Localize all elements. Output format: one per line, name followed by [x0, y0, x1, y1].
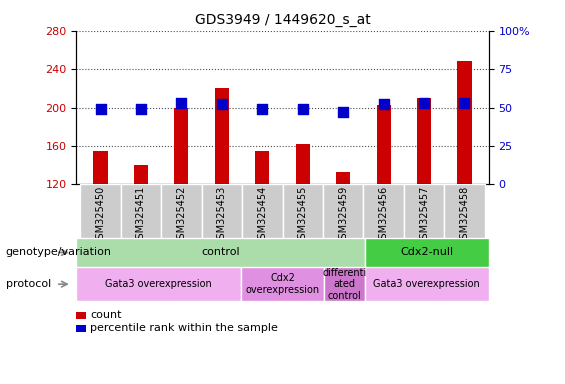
Bar	[365, 267, 489, 301]
Bar	[93, 151, 107, 184]
Text: percentile rank within the sample: percentile rank within the sample	[90, 323, 279, 333]
Bar	[242, 184, 282, 238]
Bar	[161, 184, 202, 238]
Bar	[134, 165, 148, 184]
Point	[96, 106, 105, 112]
Point	[137, 106, 146, 112]
Bar	[76, 312, 86, 319]
Text: genotype/variation: genotype/variation	[6, 247, 112, 258]
Point	[177, 100, 186, 106]
Text: control: control	[201, 247, 240, 258]
Bar	[121, 184, 161, 238]
Text: GSM325455: GSM325455	[298, 186, 308, 245]
Point	[218, 101, 227, 108]
Text: protocol: protocol	[6, 279, 51, 289]
Text: GSM325450: GSM325450	[95, 186, 106, 245]
Text: count: count	[90, 310, 122, 320]
Bar	[282, 184, 323, 238]
Bar	[417, 98, 431, 184]
Title: GDS3949 / 1449620_s_at: GDS3949 / 1449620_s_at	[194, 13, 371, 27]
Text: GSM325452: GSM325452	[176, 186, 186, 245]
Point	[379, 101, 388, 108]
Bar	[255, 151, 270, 184]
Bar	[324, 267, 365, 301]
Text: GSM325451: GSM325451	[136, 186, 146, 245]
Point	[258, 106, 267, 112]
Bar	[404, 184, 444, 238]
Bar	[202, 184, 242, 238]
Bar	[76, 267, 241, 301]
Bar	[76, 325, 86, 332]
Text: GSM325453: GSM325453	[217, 186, 227, 245]
Bar	[295, 144, 310, 184]
Point	[460, 100, 469, 106]
Text: Gata3 overexpression: Gata3 overexpression	[106, 279, 212, 289]
Text: differenti
ated
control: differenti ated control	[322, 268, 367, 301]
Bar	[175, 108, 189, 184]
Bar	[365, 238, 489, 267]
Text: GSM325456: GSM325456	[379, 186, 389, 245]
Text: GSM325457: GSM325457	[419, 186, 429, 245]
Bar	[458, 61, 472, 184]
Bar	[444, 184, 485, 238]
Bar	[215, 88, 229, 184]
Bar	[241, 267, 324, 301]
Text: Cdx2
overexpression: Cdx2 overexpression	[245, 273, 320, 295]
Text: GSM325458: GSM325458	[459, 186, 470, 245]
Bar	[336, 172, 350, 184]
Text: GSM325459: GSM325459	[338, 186, 348, 245]
Bar	[80, 184, 121, 238]
Point	[419, 100, 428, 106]
Bar	[323, 184, 363, 238]
Point	[338, 109, 347, 115]
Text: Cdx2-null: Cdx2-null	[400, 247, 454, 258]
Text: Gata3 overexpression: Gata3 overexpression	[373, 279, 480, 289]
Bar	[363, 184, 404, 238]
Bar	[76, 238, 365, 267]
Text: GSM325454: GSM325454	[257, 186, 267, 245]
Bar	[376, 104, 390, 184]
Point	[298, 106, 307, 112]
